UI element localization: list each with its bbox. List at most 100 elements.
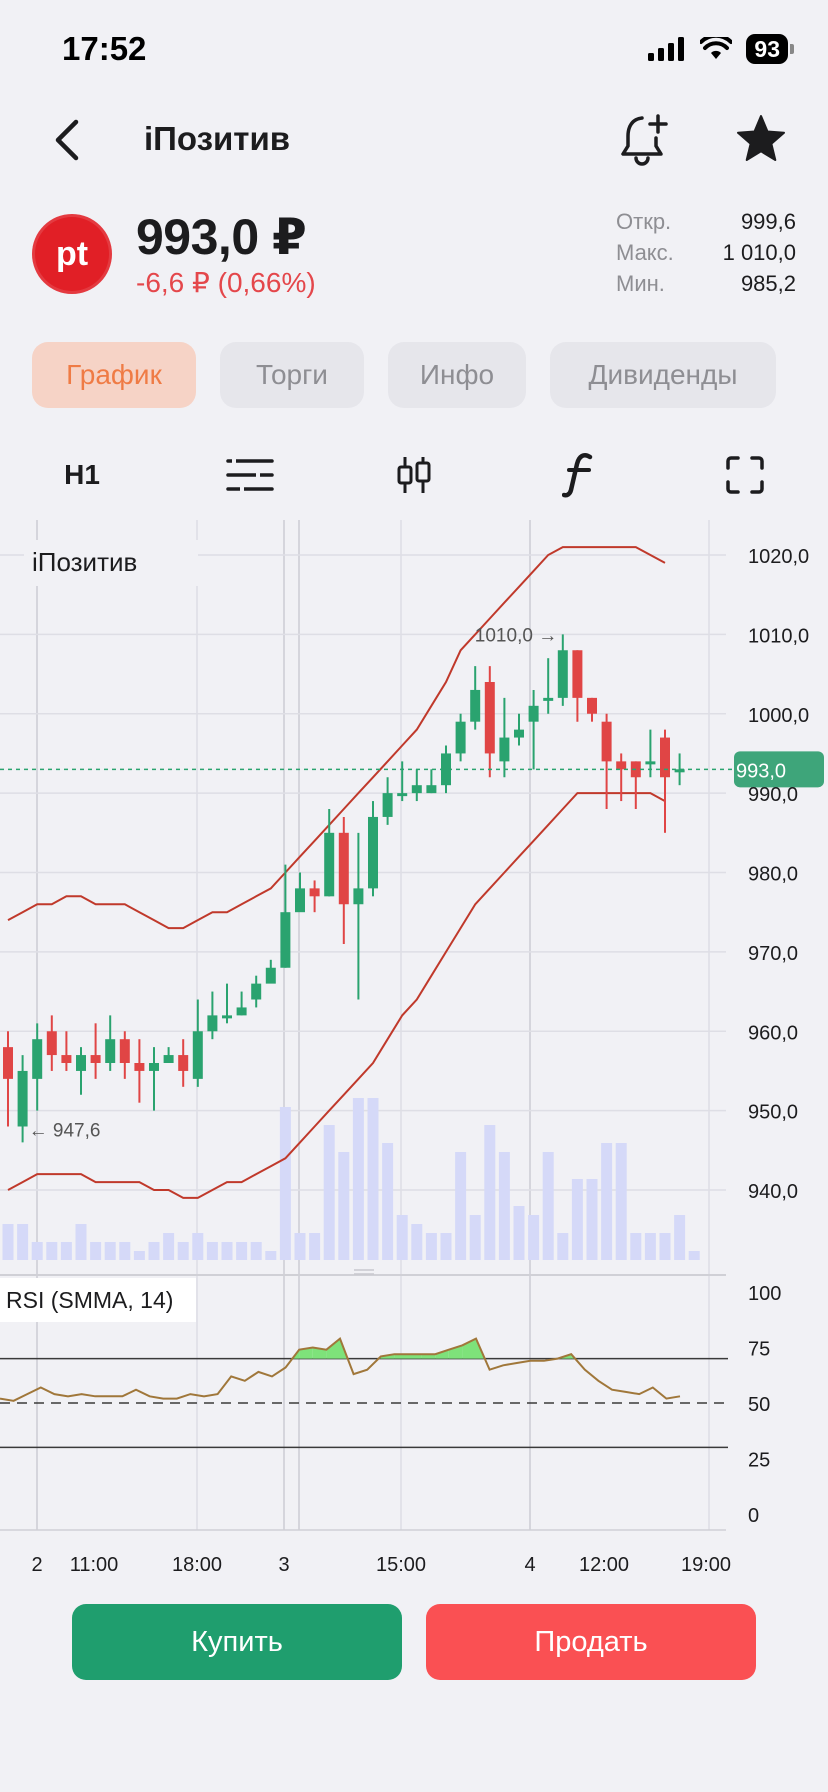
candle-body — [514, 729, 524, 738]
volume-bar — [163, 1233, 175, 1260]
rsi-label-bg — [0, 1278, 196, 1322]
sliders-icon — [226, 456, 274, 494]
volume-bar — [148, 1242, 160, 1260]
volume-bar — [396, 1215, 408, 1260]
candle-body — [280, 912, 291, 968]
candle-body — [441, 753, 451, 786]
volume-bar — [192, 1233, 204, 1260]
tab-chart[interactable]: График — [32, 342, 196, 408]
rsi-line — [0, 1336, 681, 1402]
volume-bar — [119, 1242, 131, 1260]
chart-settings-button[interactable] — [222, 440, 278, 510]
bollinger-lower-line — [7, 792, 666, 1199]
chart-title-bg — [24, 540, 198, 586]
rsi-overbought-fill — [435, 1349, 449, 1359]
volume-bar — [221, 1242, 233, 1260]
chart-type-button[interactable] — [390, 440, 440, 510]
candle-body — [163, 1055, 174, 1063]
fullscreen-button[interactable] — [722, 440, 768, 510]
tab-trades[interactable]: Торги — [220, 342, 364, 408]
rsi-tick-label: 75 — [748, 1339, 770, 1361]
rsi-overbought-fill — [326, 1338, 340, 1359]
volume-bar — [31, 1242, 43, 1260]
candle-body — [295, 888, 305, 913]
stat-value: 999,6 — [740, 209, 796, 234]
back-button[interactable] — [48, 114, 88, 166]
candle-body — [309, 888, 320, 897]
volume-bar — [323, 1125, 335, 1260]
price-tick-label: 960,0 — [748, 1022, 798, 1044]
trade-buttons: Купить Продать — [72, 1604, 756, 1680]
price-tick-label: 980,0 — [748, 864, 798, 886]
volume-bar — [528, 1215, 540, 1260]
favorite-button[interactable] — [734, 112, 788, 166]
add-alert-button[interactable] — [620, 112, 670, 168]
time-tick-label: 11:00 — [70, 1554, 119, 1576]
wifi-icon — [700, 37, 733, 59]
candle-body — [499, 737, 510, 762]
candle-body — [46, 1031, 57, 1056]
volume-bar — [542, 1152, 554, 1260]
time-tick-label: 12:00 — [579, 1554, 629, 1576]
candle-body — [528, 705, 539, 722]
candle-body — [470, 689, 481, 722]
function-icon — [562, 453, 593, 498]
time-tick-label: 19:00 — [681, 1554, 731, 1576]
price-tick-label: 990,0 — [748, 784, 798, 806]
volume-bar — [206, 1242, 218, 1260]
volume-bar — [104, 1242, 116, 1260]
candle-body — [251, 983, 262, 1000]
volume-bar — [586, 1179, 598, 1260]
volume-bar — [411, 1224, 423, 1260]
time-tick-label: 2 — [31, 1554, 42, 1576]
volume-bar — [513, 1206, 525, 1260]
candle-body — [426, 785, 437, 794]
stat-value: 1 010,0 — [722, 240, 796, 265]
indicators-button[interactable] — [556, 440, 602, 510]
volume-bar — [133, 1251, 145, 1260]
tab-info[interactable]: Инфо — [388, 342, 526, 408]
company-logo: pt — [32, 214, 112, 294]
stat-label: Макс. — [616, 240, 674, 265]
candle-body — [557, 650, 568, 698]
volume-bar — [90, 1242, 102, 1260]
candle-body — [455, 721, 466, 754]
chart-toolbar: H1 — [0, 440, 828, 510]
sell-button[interactable]: Продать — [426, 1604, 756, 1680]
volume-bar — [352, 1098, 364, 1260]
rsi-overbought-fill — [312, 1347, 327, 1359]
cellular-signal-icon — [648, 37, 685, 61]
buy-button[interactable]: Купить — [72, 1604, 402, 1680]
time-tick-label: 15:00 — [376, 1554, 426, 1576]
price-chart[interactable]: 993,0 1010,0 → ← 947,6 iПозитив RSI (SMMA, … — [0, 520, 828, 1590]
volume-bar — [674, 1215, 686, 1260]
ohl-stats: Откр. 999,6 Макс. 1 010,0 Мин. 985,2 — [616, 206, 796, 299]
chevron-left-icon — [55, 119, 79, 161]
tab-dividends[interactable]: Дивиденды — [550, 342, 776, 408]
battery-indicator: 93 — [746, 34, 794, 64]
volume-bar — [630, 1233, 642, 1260]
status-time: 17:52 — [62, 30, 147, 67]
volume-bar — [294, 1233, 306, 1260]
time-tick-label: 4 — [524, 1554, 535, 1576]
rsi-overbought-fill — [462, 1338, 476, 1359]
candle-body — [207, 1015, 218, 1032]
candle-body — [32, 1039, 43, 1079]
candle-body — [76, 1055, 86, 1071]
timeframe-button[interactable]: H1 — [64, 459, 100, 490]
rsi-tick-label: 100 — [748, 1283, 781, 1305]
chart-canvas[interactable]: 993,0 1010,0 → ← 947,6 iПозитив RSI (SMMA, … — [0, 520, 828, 1590]
volume-bars — [2, 1098, 700, 1260]
volume-bar — [601, 1143, 613, 1260]
candle-body — [192, 1031, 203, 1079]
max-price-marker: 1010,0 → — [475, 625, 557, 646]
volume-bar — [484, 1125, 496, 1260]
star-icon — [737, 115, 785, 161]
volume-bar — [469, 1215, 481, 1260]
price-tick-label: 1020,0 — [748, 546, 809, 568]
bell-plus-icon — [621, 114, 668, 166]
price-tick-label: 1010,0 — [748, 625, 809, 647]
status-bar: 17:52 93 — [0, 0, 828, 100]
candle-body — [119, 1039, 130, 1063]
candle-body — [382, 793, 393, 817]
